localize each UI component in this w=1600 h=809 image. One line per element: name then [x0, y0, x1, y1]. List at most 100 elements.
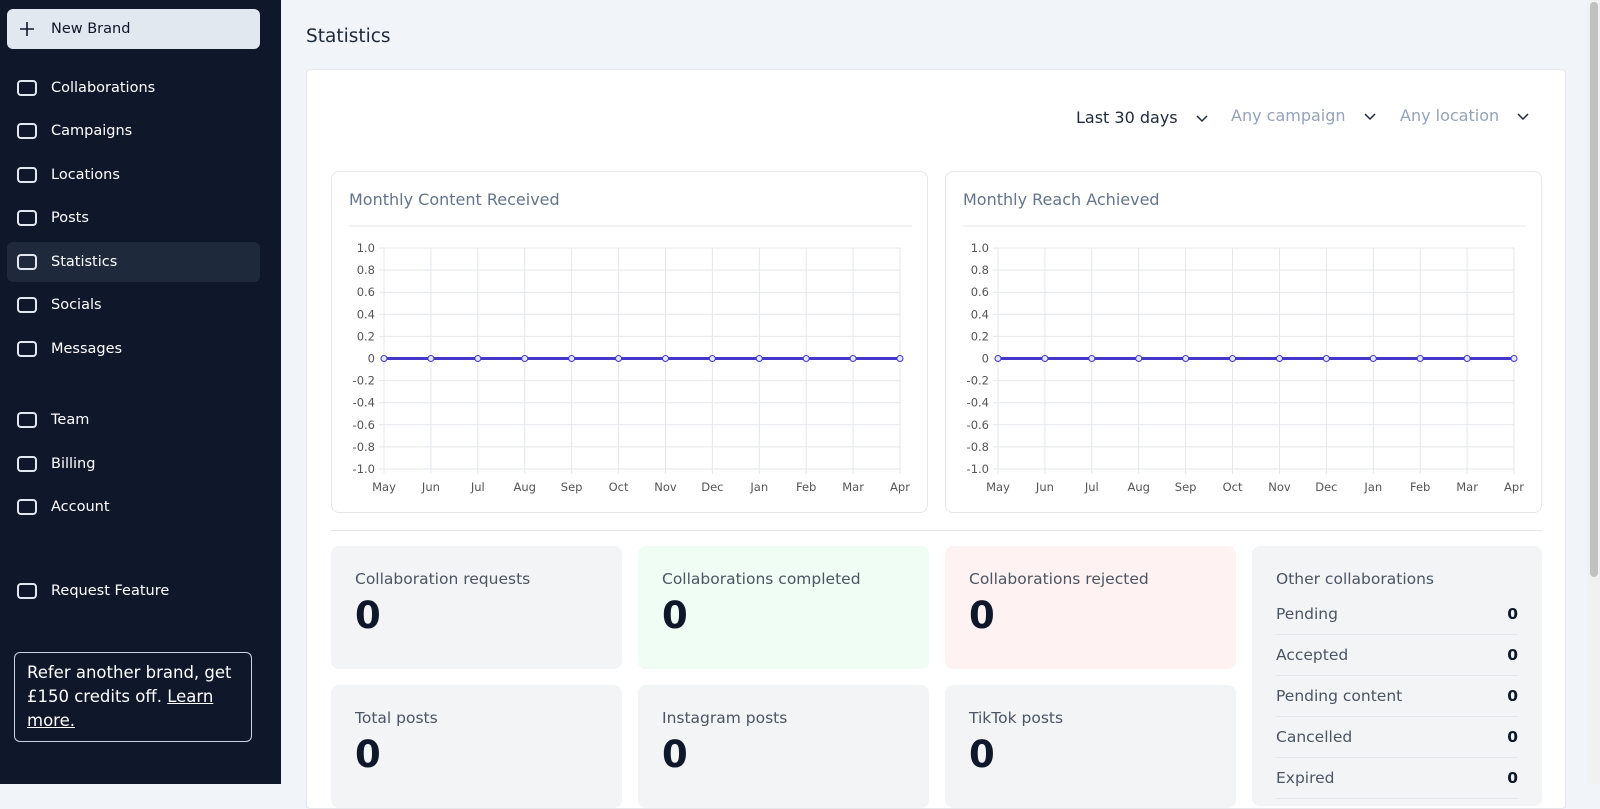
y-tick-label: 0.4 [357, 307, 375, 321]
referral-text: Refer another brand, get £150 credits of… [27, 663, 232, 706]
point [1322, 355, 1330, 362]
y-tick-label: -0.6 [967, 418, 989, 432]
other-row: Expired 0 [1276, 758, 1518, 799]
x-tick-label: Jul [1084, 480, 1099, 494]
y-tick-label: 1.0 [357, 241, 375, 255]
chevron [1364, 112, 1376, 120]
x-tick-label: Mar [1456, 480, 1478, 494]
other-collaborations: Other collaborations Pending 0 Accepted 0 Pen… [1252, 546, 1542, 806]
nav-item[interactable]: Campaigns [7, 111, 260, 151]
nav-label: Statistics [51, 254, 118, 270]
chart: Monthly Reach Achieved 1.0 0.8 0.6 0.4 0.2 0 -0… [963, 190, 1526, 494]
x-tick-label: Oct [1223, 480, 1243, 494]
point [1416, 355, 1424, 362]
filter-label: Any campaign [1231, 106, 1346, 125]
nav-icon [17, 583, 37, 599]
point [615, 355, 623, 362]
stat-value: 0 [662, 594, 688, 637]
filter[interactable]: Any location [1400, 106, 1529, 125]
nav-label: Locations [51, 167, 120, 183]
icon-shape [17, 583, 37, 599]
row-label: Pending content [1276, 687, 1403, 705]
x-tick-label: May [986, 480, 1010, 494]
x-tick-label: Feb [796, 480, 816, 494]
stat-card: Collaboration requests 0 [331, 546, 622, 669]
nav-item[interactable]: Statistics [7, 242, 260, 282]
x-tick-label: Dec [701, 480, 723, 494]
other-row: Pending 0 [1276, 594, 1518, 635]
point [1135, 355, 1143, 362]
icon-shape [17, 123, 37, 139]
nav-icon [17, 210, 37, 226]
x-tick-label: Aug [513, 480, 535, 494]
nav-label: Messages [51, 341, 123, 357]
x-tick-label: Apr [890, 480, 910, 494]
nav-item[interactable]: Socials [7, 285, 260, 325]
chart-card: Monthly Content Received 1.0 0.8 0.6 0.4 0.2 0… [331, 171, 928, 513]
learn-more-link[interactable]: Learn more. [27, 687, 214, 730]
stat-label: Collaboration requests [355, 570, 531, 588]
new-brand-label: New Brand [51, 21, 131, 37]
y-tick-label: -0.6 [353, 418, 375, 432]
nav-item[interactable]: Account [7, 487, 260, 527]
nav-item[interactable]: Collaborations [7, 68, 260, 108]
row-value: 0 [1507, 605, 1518, 623]
stat-label: Instagram posts [662, 709, 788, 727]
x-tick-label: Aug [1127, 480, 1149, 494]
filter[interactable]: Any campaign [1231, 106, 1376, 125]
row-label: Pending [1276, 605, 1338, 623]
nav-icon [17, 80, 37, 96]
nav-icon [17, 341, 37, 357]
icon-shape [17, 341, 37, 357]
row-label: Accepted [1276, 646, 1349, 664]
y-tick-label: -0.8 [353, 440, 375, 454]
nav-item[interactable]: Messages [7, 329, 260, 369]
nav-item[interactable]: Team [7, 400, 260, 440]
point [708, 355, 716, 362]
nav-label: Posts [51, 210, 89, 226]
stat-value: 0 [355, 733, 381, 776]
y-tick-label: -0.2 [967, 374, 989, 388]
row-label: Cancelled [1276, 728, 1353, 746]
filter-label: Any location [1400, 106, 1500, 125]
nav-icon [17, 123, 37, 139]
other-row: Cancelled 0 [1276, 717, 1518, 758]
plus-icon [20, 22, 34, 36]
divider [331, 530, 1542, 531]
other-title: Other collaborations [1276, 570, 1435, 588]
nav-item[interactable]: Request Feature [7, 571, 260, 611]
y-tick-label: -0.8 [967, 440, 989, 454]
point [849, 355, 857, 362]
row-value: 0 [1507, 728, 1518, 746]
point [755, 355, 763, 362]
scrollbar-thumb[interactable] [1590, 2, 1598, 577]
point [802, 355, 810, 362]
point [1088, 355, 1096, 362]
y-tick-label: 0.4 [971, 307, 989, 321]
chevron-path [1517, 112, 1529, 120]
nav-item[interactable]: Billing [7, 444, 260, 484]
stat-value: 0 [355, 594, 381, 637]
x-tick-label: Jun [1035, 480, 1054, 494]
nav-icon [17, 167, 37, 183]
stat-label: Collaborations completed [662, 570, 861, 588]
y-tick-label: 0.6 [971, 285, 989, 299]
referral-box: Refer another brand, get £150 credits of… [14, 652, 252, 742]
point [1463, 355, 1471, 362]
sidebar: New Brand Collaborations Campaigns Locatio… [0, 0, 281, 784]
y-tick-label: 0 [982, 352, 989, 366]
nav-icon [17, 297, 37, 313]
stat-label: Total posts [355, 709, 438, 727]
filter[interactable]: Last 30 days [1076, 108, 1208, 127]
nav-item[interactable]: Locations [7, 155, 260, 195]
chevron [1196, 114, 1208, 122]
nav-icon [17, 412, 37, 428]
nav-icon [17, 254, 37, 270]
point [994, 355, 1002, 362]
point [427, 355, 435, 362]
new-brand-button[interactable]: New Brand [7, 9, 260, 49]
row-value: 0 [1507, 646, 1518, 664]
nav-item[interactable]: Posts [7, 198, 260, 238]
y-tick-label: 0.8 [971, 263, 989, 277]
chevron [1517, 112, 1529, 120]
